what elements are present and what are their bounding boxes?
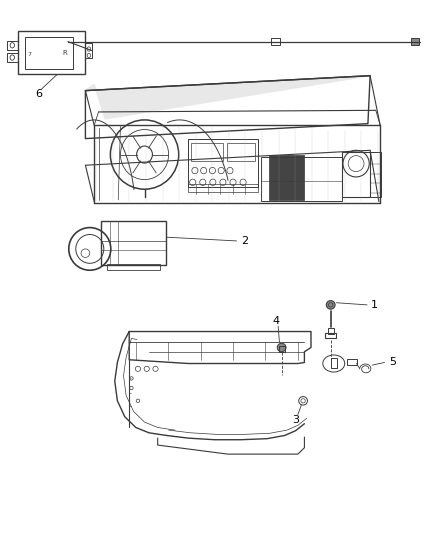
Text: 6: 6 <box>35 89 42 99</box>
Text: 7: 7 <box>28 52 32 58</box>
Bar <box>188 184 258 192</box>
Polygon shape <box>85 76 370 119</box>
Bar <box>342 152 370 197</box>
Ellipse shape <box>277 343 286 352</box>
Text: 2: 2 <box>241 236 248 246</box>
Text: 3: 3 <box>292 415 299 425</box>
Bar <box>331 358 337 368</box>
Bar <box>107 264 160 270</box>
Bar <box>261 157 342 201</box>
Text: 4: 4 <box>272 316 279 326</box>
Text: R: R <box>63 50 67 56</box>
Bar <box>269 155 304 200</box>
Bar <box>7 53 18 62</box>
Text: 5: 5 <box>389 358 396 367</box>
Bar <box>279 346 285 352</box>
Bar <box>271 38 280 45</box>
Bar <box>188 139 258 187</box>
Bar <box>347 359 357 365</box>
Bar <box>101 221 166 265</box>
Text: 1: 1 <box>371 300 378 310</box>
Bar <box>85 43 92 58</box>
Bar <box>325 333 336 338</box>
Bar <box>18 31 85 74</box>
Bar <box>191 143 223 161</box>
Bar <box>227 143 255 161</box>
Bar <box>7 41 18 50</box>
Ellipse shape <box>326 301 335 309</box>
Bar <box>370 152 381 197</box>
Bar <box>25 37 73 69</box>
Bar <box>328 328 334 334</box>
Bar <box>411 38 419 45</box>
